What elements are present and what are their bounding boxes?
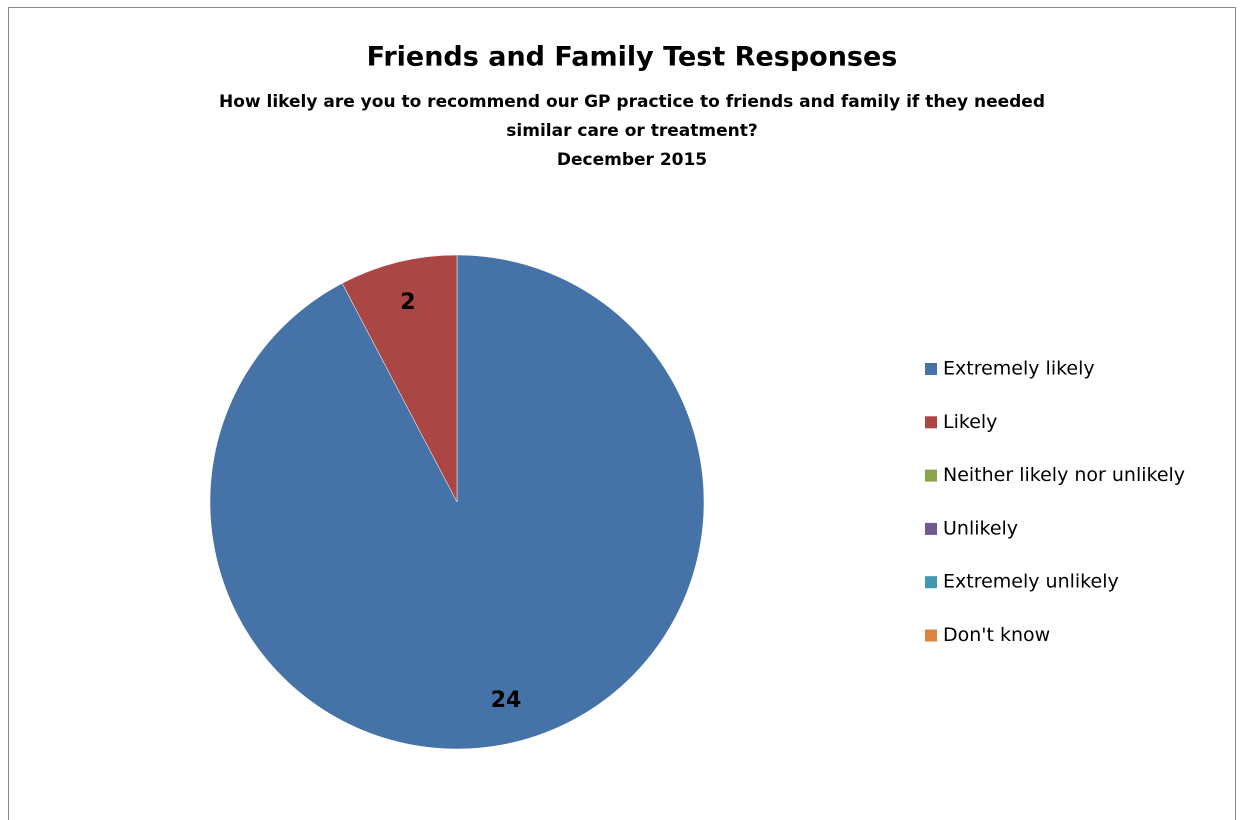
legend-swatch xyxy=(925,629,937,642)
chart-title: Friends and Family Test Responses xyxy=(367,42,898,73)
legend-label: Neither likely nor unlikely xyxy=(943,464,1185,486)
legend-swatch xyxy=(925,363,937,375)
legend-label: Don't know xyxy=(943,624,1050,646)
legend-swatch xyxy=(925,522,937,535)
legend-label: Extremely unlikely xyxy=(943,571,1119,593)
chart-subtitle: How likely are you to recommend our GP p… xyxy=(219,92,1045,112)
data-label: 24 xyxy=(491,688,522,713)
legend-swatch xyxy=(925,469,937,482)
data-label: 2 xyxy=(400,290,415,315)
legend-swatch xyxy=(925,576,937,589)
legend-swatch xyxy=(925,416,937,429)
legend-label: Extremely likely xyxy=(943,358,1095,380)
legend-label: Likely xyxy=(943,411,997,433)
legend-label: Unlikely xyxy=(943,517,1018,539)
chart-subtitle: December 2015 xyxy=(557,150,707,170)
pie-slice xyxy=(341,254,458,503)
chart-subtitle: similar care or treatment? xyxy=(506,121,757,141)
